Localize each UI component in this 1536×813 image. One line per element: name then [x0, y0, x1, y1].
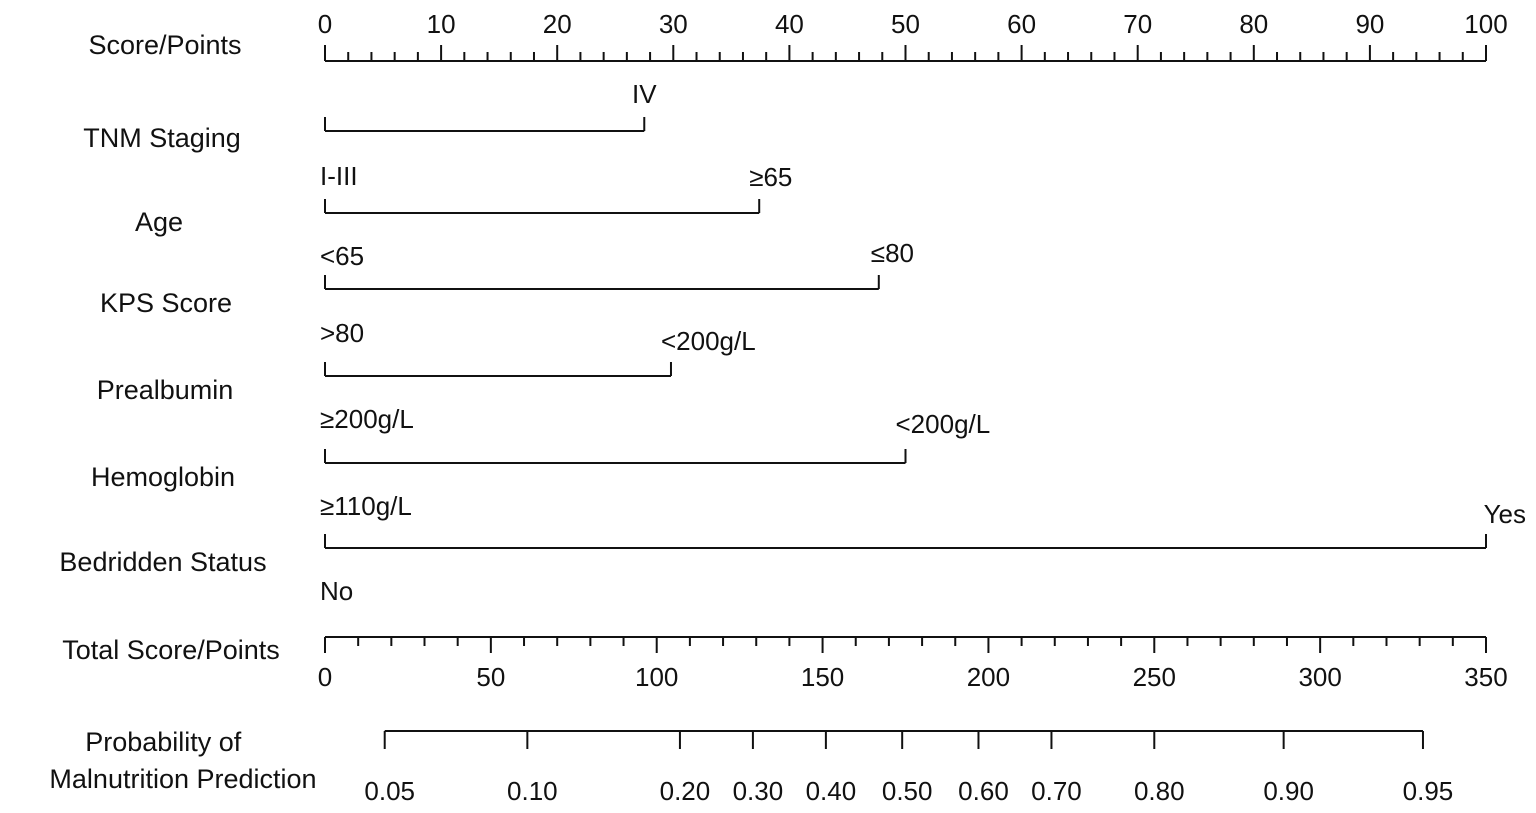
variable-level-label: No [320, 576, 353, 606]
points-axis-tick-label: 0 [318, 9, 332, 39]
total-points-axis-tick-label: 350 [1464, 662, 1507, 692]
points-axis-tick-label: 20 [543, 9, 572, 39]
variable-level-label: ≥65 [749, 162, 792, 192]
variable-rows: TNM Staging I-III IV Age <65 ≥65 KPS Score >80 ≤… [59, 79, 1526, 606]
probability-axis-label-line-1: Probability of [85, 727, 242, 757]
points-axis-tick-label: 70 [1123, 9, 1152, 39]
variable-label: KPS Score [100, 288, 232, 318]
variable-level-label: ≤80 [871, 238, 914, 268]
probability-axis-tick-label: 0.10 [507, 776, 558, 806]
variable-label: TNM Staging [83, 123, 241, 153]
probability-axis-label-line-2: Malnutrition Prediction [49, 764, 316, 794]
probability-axis-tick-label: 0.30 [733, 776, 784, 806]
variable-label: Age [135, 207, 183, 237]
points-axis-tick-label: 90 [1355, 9, 1384, 39]
variable-label: Hemoglobin [91, 462, 235, 492]
points-axis-tick-label: 10 [427, 9, 456, 39]
variable-row-hemoglobin: Hemoglobin ≥110g/L <200g/L [91, 409, 990, 521]
variable-level-label: <65 [320, 241, 364, 271]
variable-row-tnm-staging: TNM Staging I-III IV [83, 79, 657, 191]
probability-axis-label: Probability of Malnutrition Prediction [49, 727, 316, 794]
probability-axis-tick-label: 0.40 [806, 776, 857, 806]
points-axis-label: Score/Points [88, 30, 241, 60]
total-points-axis-tick-label: 0 [318, 662, 332, 692]
total-points-axis-tick-label: 100 [635, 662, 678, 692]
variable-level-label: ≥110g/L [320, 491, 412, 521]
probability-axis-tick-label: 0.60 [958, 776, 1009, 806]
total-points-axis-tick-label: 200 [967, 662, 1010, 692]
points-axis: Score/Points 0 10 20 30 40 50 60 70 80 90 100 [88, 9, 1508, 62]
variable-level-label: I-III [320, 161, 358, 191]
probability-axis-tick-label: 0.05 [364, 776, 415, 806]
total-points-axis: Total Score/Points 0 50 100 150 200 250 300 350 [62, 635, 1508, 692]
total-points-axis-tick-label: 300 [1298, 662, 1341, 692]
points-axis-tick-label: 40 [775, 9, 804, 39]
total-points-axis-tick-label: 50 [476, 662, 505, 692]
variable-row-prealbumin: Prealbumin ≥200g/L <200g/L [97, 326, 756, 434]
variable-row-age: Age <65 ≥65 [135, 162, 792, 271]
variable-row-bedridden-status: Bedridden Status No Yes [59, 499, 1526, 606]
probability-axis-tick-label: 0.70 [1031, 776, 1082, 806]
variable-label: Bedridden Status [59, 547, 266, 577]
variable-level-label: <200g/L [896, 409, 991, 439]
points-axis-tick-label: 60 [1007, 9, 1036, 39]
variable-level-label: >80 [320, 318, 364, 348]
variable-level-label: Yes [1484, 499, 1526, 529]
total-points-axis-tick-label: 150 [801, 662, 844, 692]
total-points-axis-label: Total Score/Points [62, 635, 280, 665]
points-axis-tick-label: 30 [659, 9, 688, 39]
variable-level-label: ≥200g/L [320, 404, 414, 434]
probability-axis: Probability of Malnutrition Prediction 0… [49, 727, 1453, 806]
variable-level-label: IV [632, 79, 657, 109]
points-axis-tick-label: 50 [891, 9, 920, 39]
probability-axis-tick-label: 0.80 [1134, 776, 1185, 806]
probability-axis-tick-label: 0.90 [1263, 776, 1314, 806]
probability-axis-tick-label: 0.20 [660, 776, 711, 806]
probability-axis-tick-label: 0.95 [1403, 776, 1454, 806]
probability-axis-tick-label: 0.50 [882, 776, 933, 806]
variable-level-label: <200g/L [661, 326, 756, 356]
total-points-axis-tick-label: 250 [1133, 662, 1176, 692]
variable-label: Prealbumin [97, 375, 234, 405]
variable-row-kps-score: KPS Score >80 ≤80 [100, 238, 914, 348]
points-axis-tick-label: 80 [1239, 9, 1268, 39]
points-axis-tick-label: 100 [1464, 9, 1507, 39]
